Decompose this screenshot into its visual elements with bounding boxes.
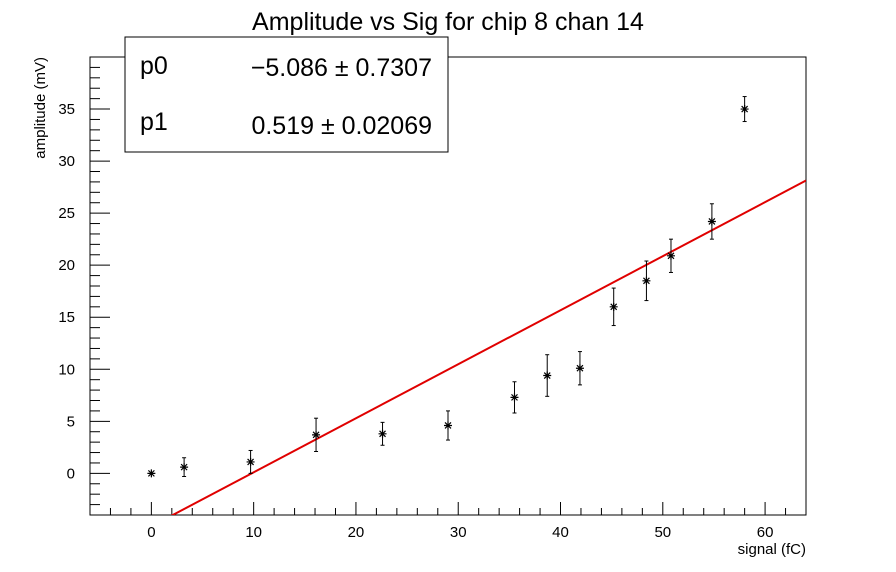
star-marker	[444, 421, 452, 430]
star-marker	[147, 469, 156, 478]
star-marker	[666, 251, 675, 260]
data-point	[180, 457, 189, 477]
y-axis-label: amplitude (mV)	[32, 57, 49, 159]
fit-line	[170, 179, 806, 515]
data-point	[707, 203, 716, 240]
axis-ticks	[89, 56, 807, 516]
data-point	[312, 417, 321, 453]
y-tick-label: 20	[58, 257, 75, 274]
y-tick-label: 30	[58, 153, 75, 170]
data-point	[740, 96, 749, 123]
stat-value-p0: −5.086 ± 0.7307	[251, 54, 432, 82]
star-marker	[312, 430, 321, 439]
star-marker	[180, 463, 189, 472]
data-points	[147, 96, 749, 478]
star-marker	[575, 364, 584, 373]
x-tick-label: 0	[147, 524, 155, 541]
star-marker	[740, 105, 749, 114]
x-tick-label: 30	[450, 524, 467, 541]
x-tick-label: 20	[348, 524, 365, 541]
star-marker	[246, 457, 255, 466]
data-point	[642, 260, 651, 302]
x-axis-label: signal (fC)	[738, 541, 806, 558]
y-tick-label: 10	[58, 361, 75, 378]
fit-stats-box: p0 −5.086 ± 0.7307 p1 0.519 ± 0.02069	[124, 36, 449, 153]
stat-label-p0: p0	[140, 52, 168, 80]
data-point	[246, 449, 255, 474]
star-marker	[642, 276, 651, 285]
star-marker	[543, 371, 552, 380]
star-marker	[510, 393, 519, 402]
y-tick-label: 5	[67, 413, 75, 430]
data-point	[510, 381, 519, 414]
chart-title: Amplitude vs Sig for chip 8 chan 14	[252, 8, 644, 36]
stat-value-p1: 0.519 ± 0.02069	[251, 112, 432, 140]
y-tick-label: 15	[58, 309, 75, 326]
data-point	[543, 354, 552, 397]
axis-tick-labels: 0 10 20 30 40 50 60 0 5 10 15 20 25 30 35	[58, 101, 773, 541]
star-marker	[378, 429, 387, 438]
data-point	[575, 351, 584, 386]
star-marker	[609, 302, 618, 311]
star-marker	[707, 217, 716, 226]
x-tick-label: 10	[245, 524, 262, 541]
data-point	[609, 287, 618, 327]
data-point	[444, 410, 452, 441]
stat-label-p1: p1	[140, 108, 168, 136]
data-point	[378, 421, 387, 446]
data-point	[666, 238, 675, 273]
x-tick-label: 50	[654, 524, 671, 541]
x-tick-label: 60	[757, 524, 774, 541]
y-tick-label: 35	[58, 101, 75, 118]
data-point	[147, 469, 156, 478]
x-tick-label: 40	[552, 524, 569, 541]
y-tick-label: 25	[58, 205, 75, 222]
y-tick-label: 0	[67, 465, 75, 482]
